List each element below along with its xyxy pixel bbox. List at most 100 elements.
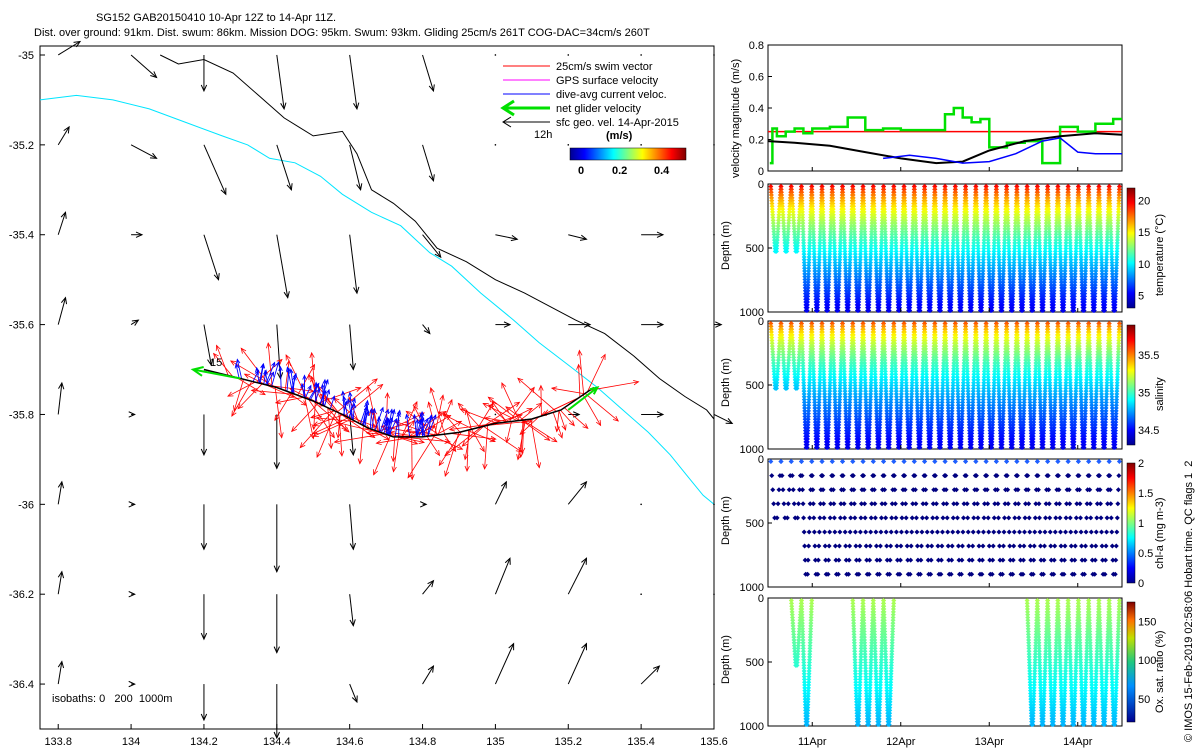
depth-point <box>806 254 812 260</box>
legend-label-current: dive-avg current veloc. <box>556 89 667 101</box>
depth-point <box>789 200 795 206</box>
depth-point <box>852 251 858 257</box>
swim-vector <box>538 384 544 417</box>
swim-vector <box>516 419 526 461</box>
depth-y-label: Depth (m) <box>720 358 732 407</box>
depth-point <box>812 268 818 274</box>
depth-point <box>795 237 801 243</box>
depth-colorbar-tick: 34.5 <box>1138 425 1159 437</box>
depth-point <box>846 285 852 291</box>
depth-point <box>800 237 806 243</box>
depth-point <box>817 248 823 254</box>
depth-point <box>817 243 823 249</box>
depth-point <box>857 276 863 282</box>
depth-point <box>836 279 842 285</box>
map-panel: 133.8 134 134.2 134.4 134.6 134.8 135 135.2 135.… <box>9 40 734 748</box>
depth-point <box>806 248 812 254</box>
depth-point <box>841 229 847 235</box>
geostrophic-vector <box>422 234 442 259</box>
current-vector <box>302 374 307 398</box>
geostrophic-vector <box>422 324 431 335</box>
depth-point <box>784 248 790 254</box>
depth-point <box>799 192 805 198</box>
depth-point <box>843 265 849 271</box>
depth-point <box>840 198 846 204</box>
depth-point <box>817 237 823 243</box>
depth-point <box>847 251 853 257</box>
depth-point <box>841 215 847 221</box>
depth-point <box>863 254 869 260</box>
depth-point <box>809 195 815 201</box>
depth-point <box>840 192 846 198</box>
depth-point <box>799 189 805 195</box>
depth-point <box>843 288 849 294</box>
depth-point <box>811 257 817 263</box>
depth-point <box>789 198 795 204</box>
depth-point <box>816 257 822 263</box>
depth-point <box>812 265 818 271</box>
depth-point <box>799 184 805 190</box>
depth-point <box>836 291 842 297</box>
depth-point <box>771 234 777 240</box>
map-y-tick-label: -36 <box>18 499 34 511</box>
depth-point <box>842 243 848 249</box>
swim-vector <box>297 363 316 396</box>
depth-point <box>823 282 829 288</box>
swim-vector <box>396 436 419 445</box>
depth-point <box>867 271 873 277</box>
depth-point <box>837 257 843 263</box>
dive-avg-current-vectors <box>234 358 437 438</box>
depth-point <box>806 260 812 266</box>
current-vector <box>412 413 417 437</box>
swim-vector <box>287 391 308 406</box>
geostrophic-vector <box>713 503 715 506</box>
depth-point <box>791 223 797 229</box>
depth-point <box>795 240 801 246</box>
depth-point <box>830 215 836 221</box>
map-title-line-1: SG152 GAB20150410 10-Apr 12Z to 14-Apr 1… <box>96 12 336 24</box>
swim-vector <box>552 412 563 439</box>
depth-point <box>861 212 867 218</box>
current-vector <box>258 363 265 384</box>
depth-point <box>806 262 812 268</box>
swim-vector <box>429 387 446 435</box>
swim-vector <box>215 344 229 376</box>
geostrophic-vector <box>200 54 208 93</box>
depth-point <box>815 288 821 294</box>
depth-point <box>809 198 815 204</box>
swim-vector <box>291 402 319 433</box>
depth-point <box>787 203 793 209</box>
net-velocity-arrow-shape <box>190 365 241 380</box>
depth-point <box>858 251 864 257</box>
depth-point <box>833 276 839 282</box>
depth-point <box>774 248 780 254</box>
depth-point <box>852 248 858 254</box>
depth-point <box>862 240 868 246</box>
depth-point <box>831 229 837 235</box>
depth-point <box>812 282 818 288</box>
depth-y-tick-label: 0 <box>758 316 764 328</box>
current-vector <box>340 390 346 416</box>
swim-vector <box>582 394 602 427</box>
depth-point <box>797 209 803 215</box>
depth-point <box>801 254 807 260</box>
depth-point <box>801 240 807 246</box>
legend-item-gps: GPS surface velocity <box>503 75 659 87</box>
depth-point <box>850 200 856 206</box>
geostrophic-vector <box>57 40 82 56</box>
geostrophic-vector <box>57 381 65 415</box>
depth-point <box>774 237 780 243</box>
depth-point <box>842 260 848 266</box>
depth-point <box>850 195 856 201</box>
swim-vector <box>577 349 585 395</box>
depth-point <box>826 276 832 282</box>
depth-point <box>836 288 842 294</box>
geostrophic-vector <box>57 570 65 595</box>
depth-point <box>809 192 815 198</box>
depth-point <box>777 203 783 209</box>
swim-vector <box>482 425 489 470</box>
map-y-tick-label: -36.2 <box>9 589 34 601</box>
depth-point <box>842 237 848 243</box>
depth-point <box>769 206 775 212</box>
swim-vector <box>461 426 484 447</box>
